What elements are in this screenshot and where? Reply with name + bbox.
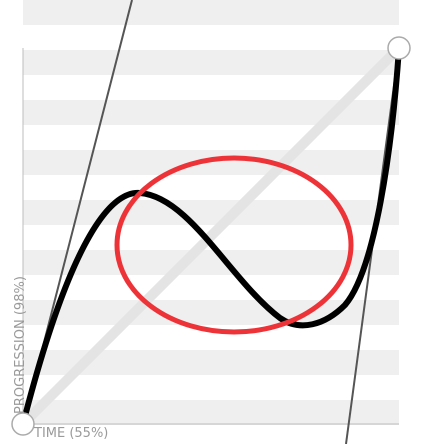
endpoint-circle-icon[interactable] (11, 412, 35, 436)
background-stripe (23, 150, 399, 175)
easing-curve (20, 45, 402, 427)
highlight-circle (114, 155, 354, 335)
background-stripe (23, 50, 399, 75)
linear-diagonal-guide (19, 44, 403, 428)
y-axis-label: PROGRESSION (98%) (13, 276, 28, 414)
endpoint-circle-icon[interactable] (387, 36, 411, 60)
background-stripe (23, 400, 399, 425)
background-stripes (23, 0, 399, 425)
background-stripe (23, 250, 399, 275)
background-stripe (23, 0, 399, 25)
x-axis-label: TIME (55%) (34, 426, 109, 441)
